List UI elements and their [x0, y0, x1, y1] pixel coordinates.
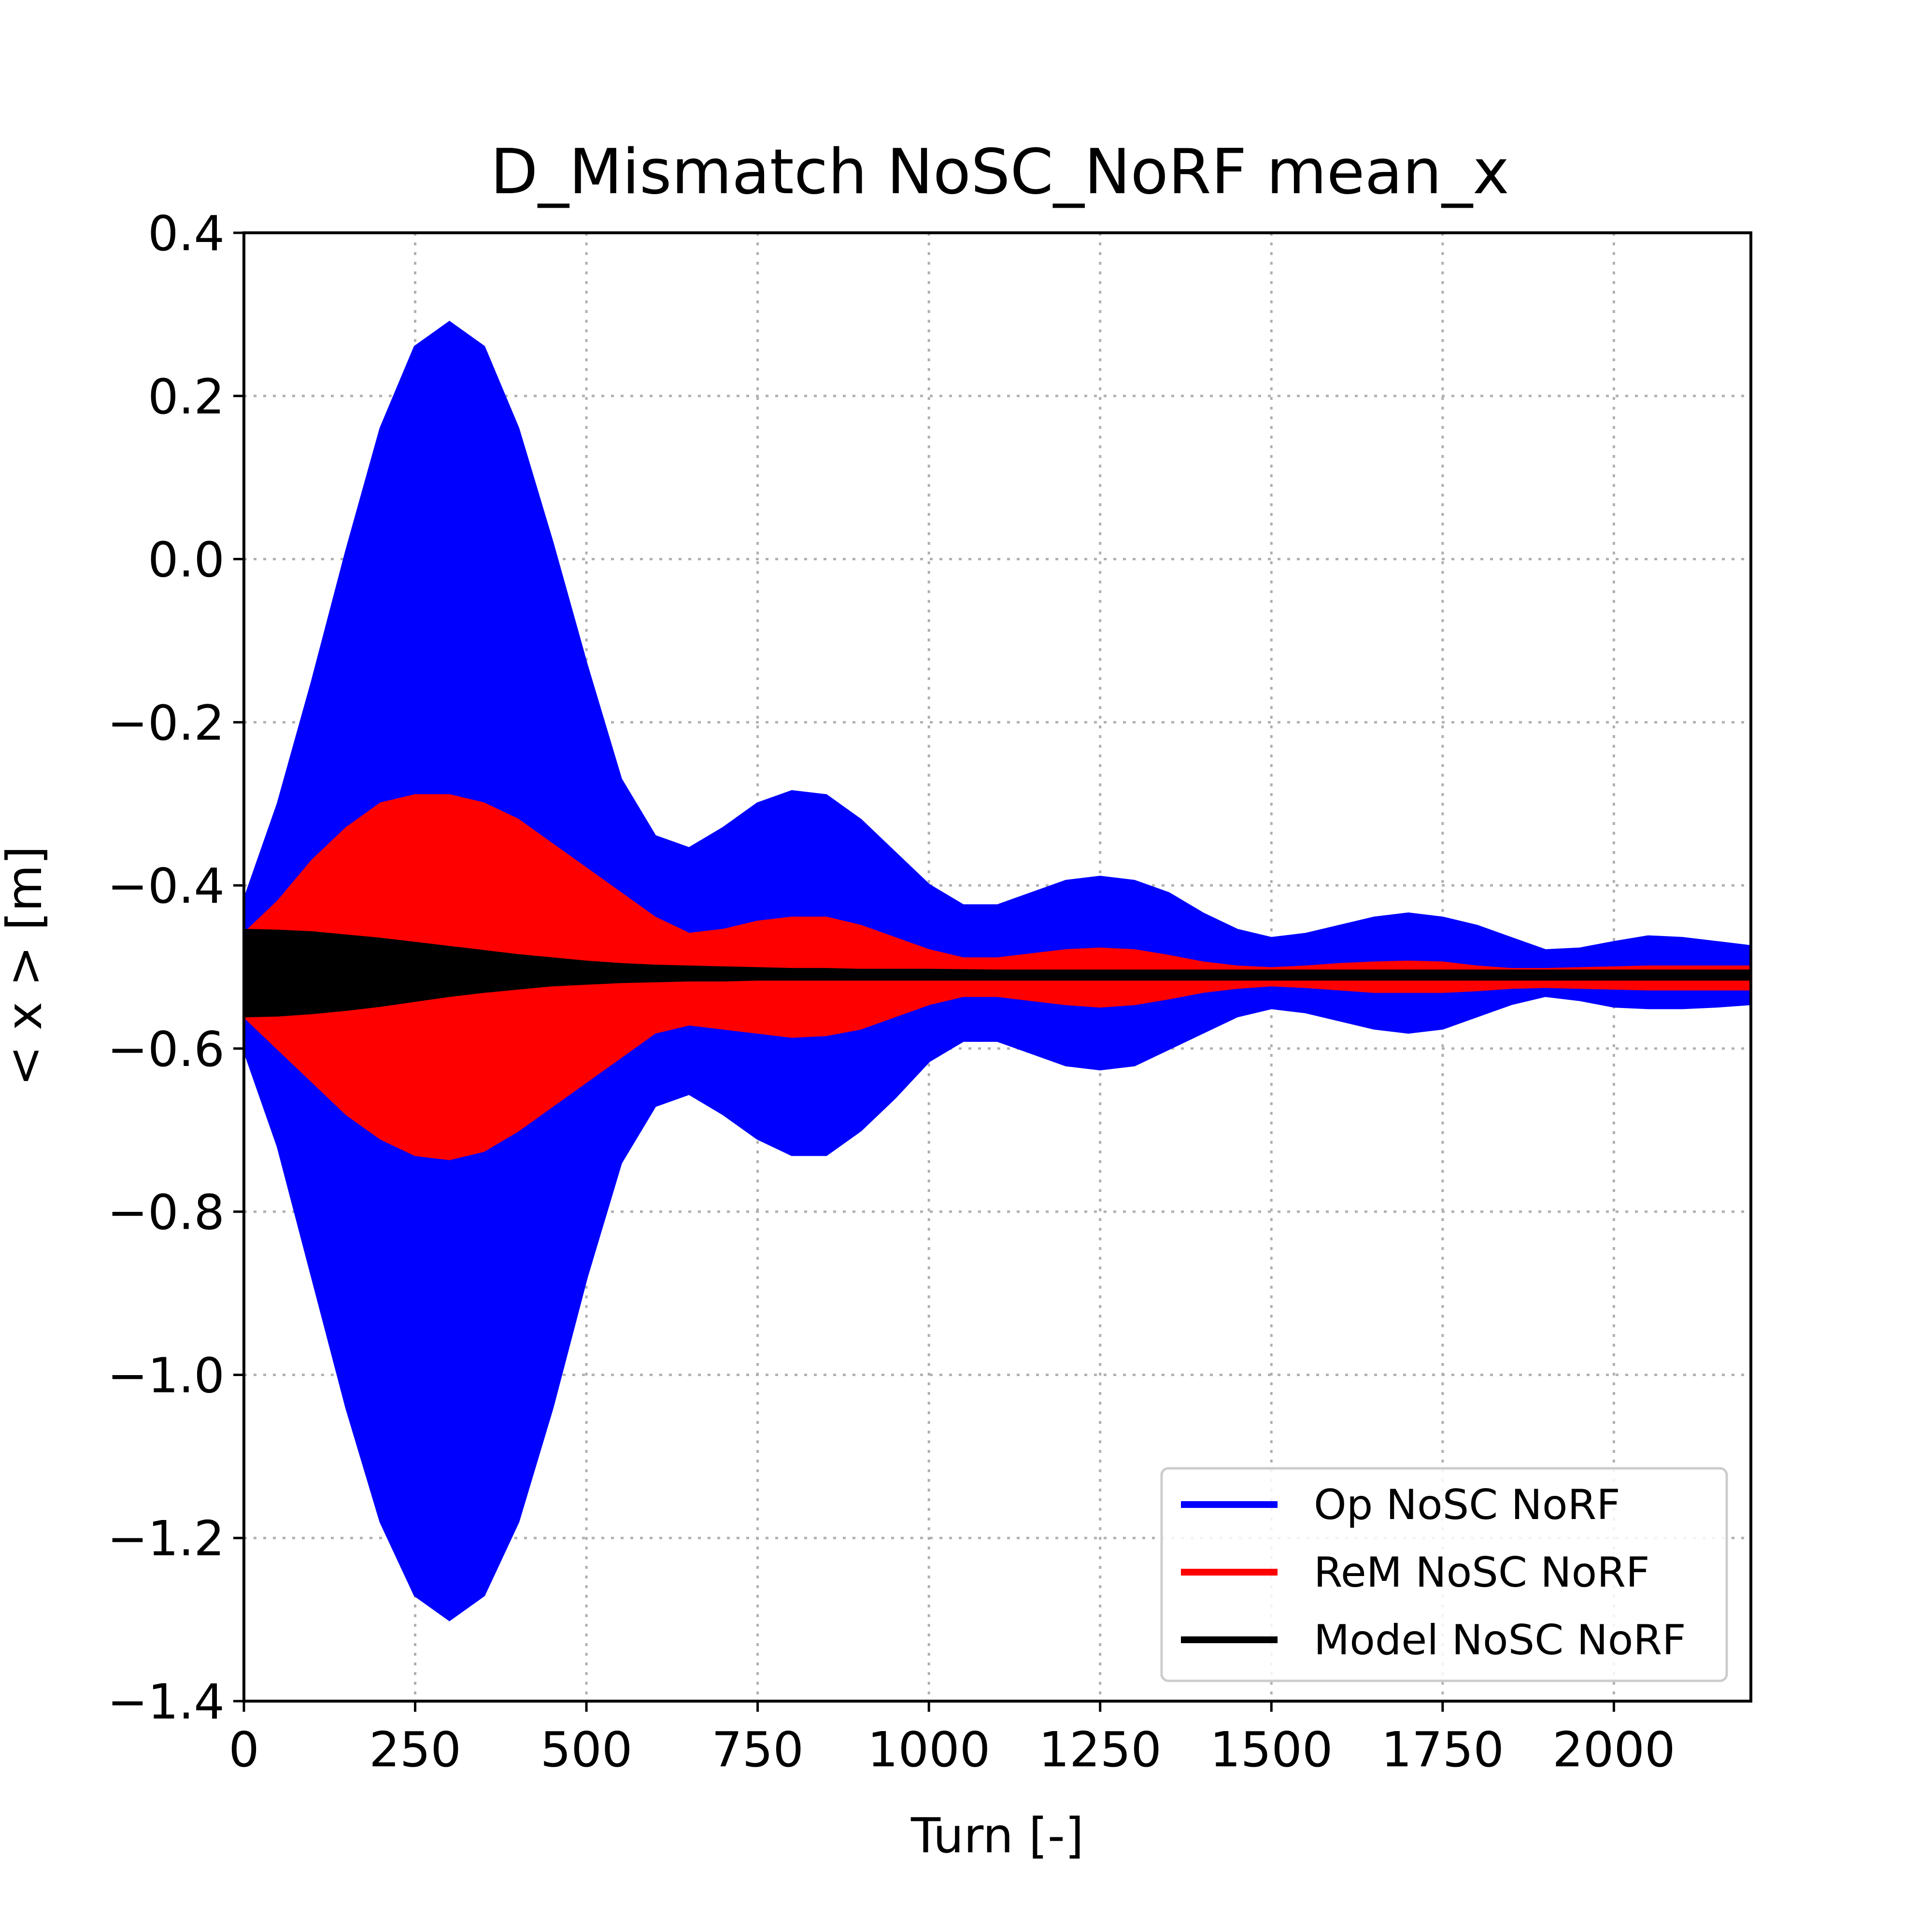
y-tick-label: −0.4	[107, 858, 225, 914]
x-tick-label: 750	[711, 1721, 804, 1778]
series-lower-edge-2	[243, 978, 1751, 1018]
legend: Op NoSC NoRF ReM NoSC NoRF Model NoSC NoRF	[1160, 1467, 1728, 1682]
x-tick-label: 1000	[867, 1721, 991, 1778]
legend-entries: Op NoSC NoRF ReM NoSC NoRF Model NoSC NoRF	[1181, 1481, 1686, 1664]
x-tick-label: 250	[369, 1721, 461, 1778]
y-tick-label: −0.2	[107, 695, 225, 751]
chart-title: D_Mismatch NoSC_NoRF mean_x	[490, 136, 1509, 208]
legend-label: Op NoSC NoRF	[1314, 1481, 1620, 1529]
series-upper-edge-0	[242, 321, 1751, 952]
y-tick-label: 0.2	[148, 369, 225, 425]
legend-label: Model NoSC NoRF	[1314, 1616, 1686, 1664]
legend-box	[1160, 1467, 1728, 1682]
y-tick-label: −1.4	[107, 1674, 225, 1730]
plot-area	[242, 321, 1752, 1621]
x-tick-label: 0	[228, 1721, 259, 1778]
y-tick-label: −1.2	[107, 1510, 225, 1567]
series-lower-edge-0	[242, 994, 1751, 1621]
x-tick-label: 1750	[1381, 1721, 1505, 1778]
x-axis-label: Turn [-]	[910, 1807, 1084, 1864]
x-tick-label: 2000	[1552, 1721, 1676, 1778]
legend-label: ReM NoSC NoRF	[1314, 1548, 1649, 1597]
x-tick-label: 500	[540, 1721, 633, 1778]
series-lower-edge-1	[242, 983, 1751, 1160]
series-upper-edge-1	[242, 794, 1751, 971]
y-tick-label: −1.0	[107, 1347, 225, 1404]
x-tick-label: 1250	[1038, 1721, 1162, 1778]
y-axis-ticks: 0.4 0.2 0.0 −0.2 −0.4 −0.6 −0.8 −1.0 −1.2 −1.4	[107, 205, 244, 1730]
y-tick-label: −0.6	[107, 1021, 225, 1078]
x-axis-ticks: 0 250 500 750 1000 1250 1500 1750 2000	[228, 1701, 1676, 1778]
y-tick-label: 0.4	[148, 205, 225, 262]
y-axis-label: < x > [m]	[0, 846, 53, 1086]
y-tick-label: −0.8	[107, 1184, 225, 1241]
series-upper-edge-2	[243, 929, 1751, 973]
y-tick-label: 0.0	[148, 532, 225, 588]
axes-frame	[242, 231, 1752, 1703]
x-tick-label: 1500	[1210, 1721, 1333, 1778]
